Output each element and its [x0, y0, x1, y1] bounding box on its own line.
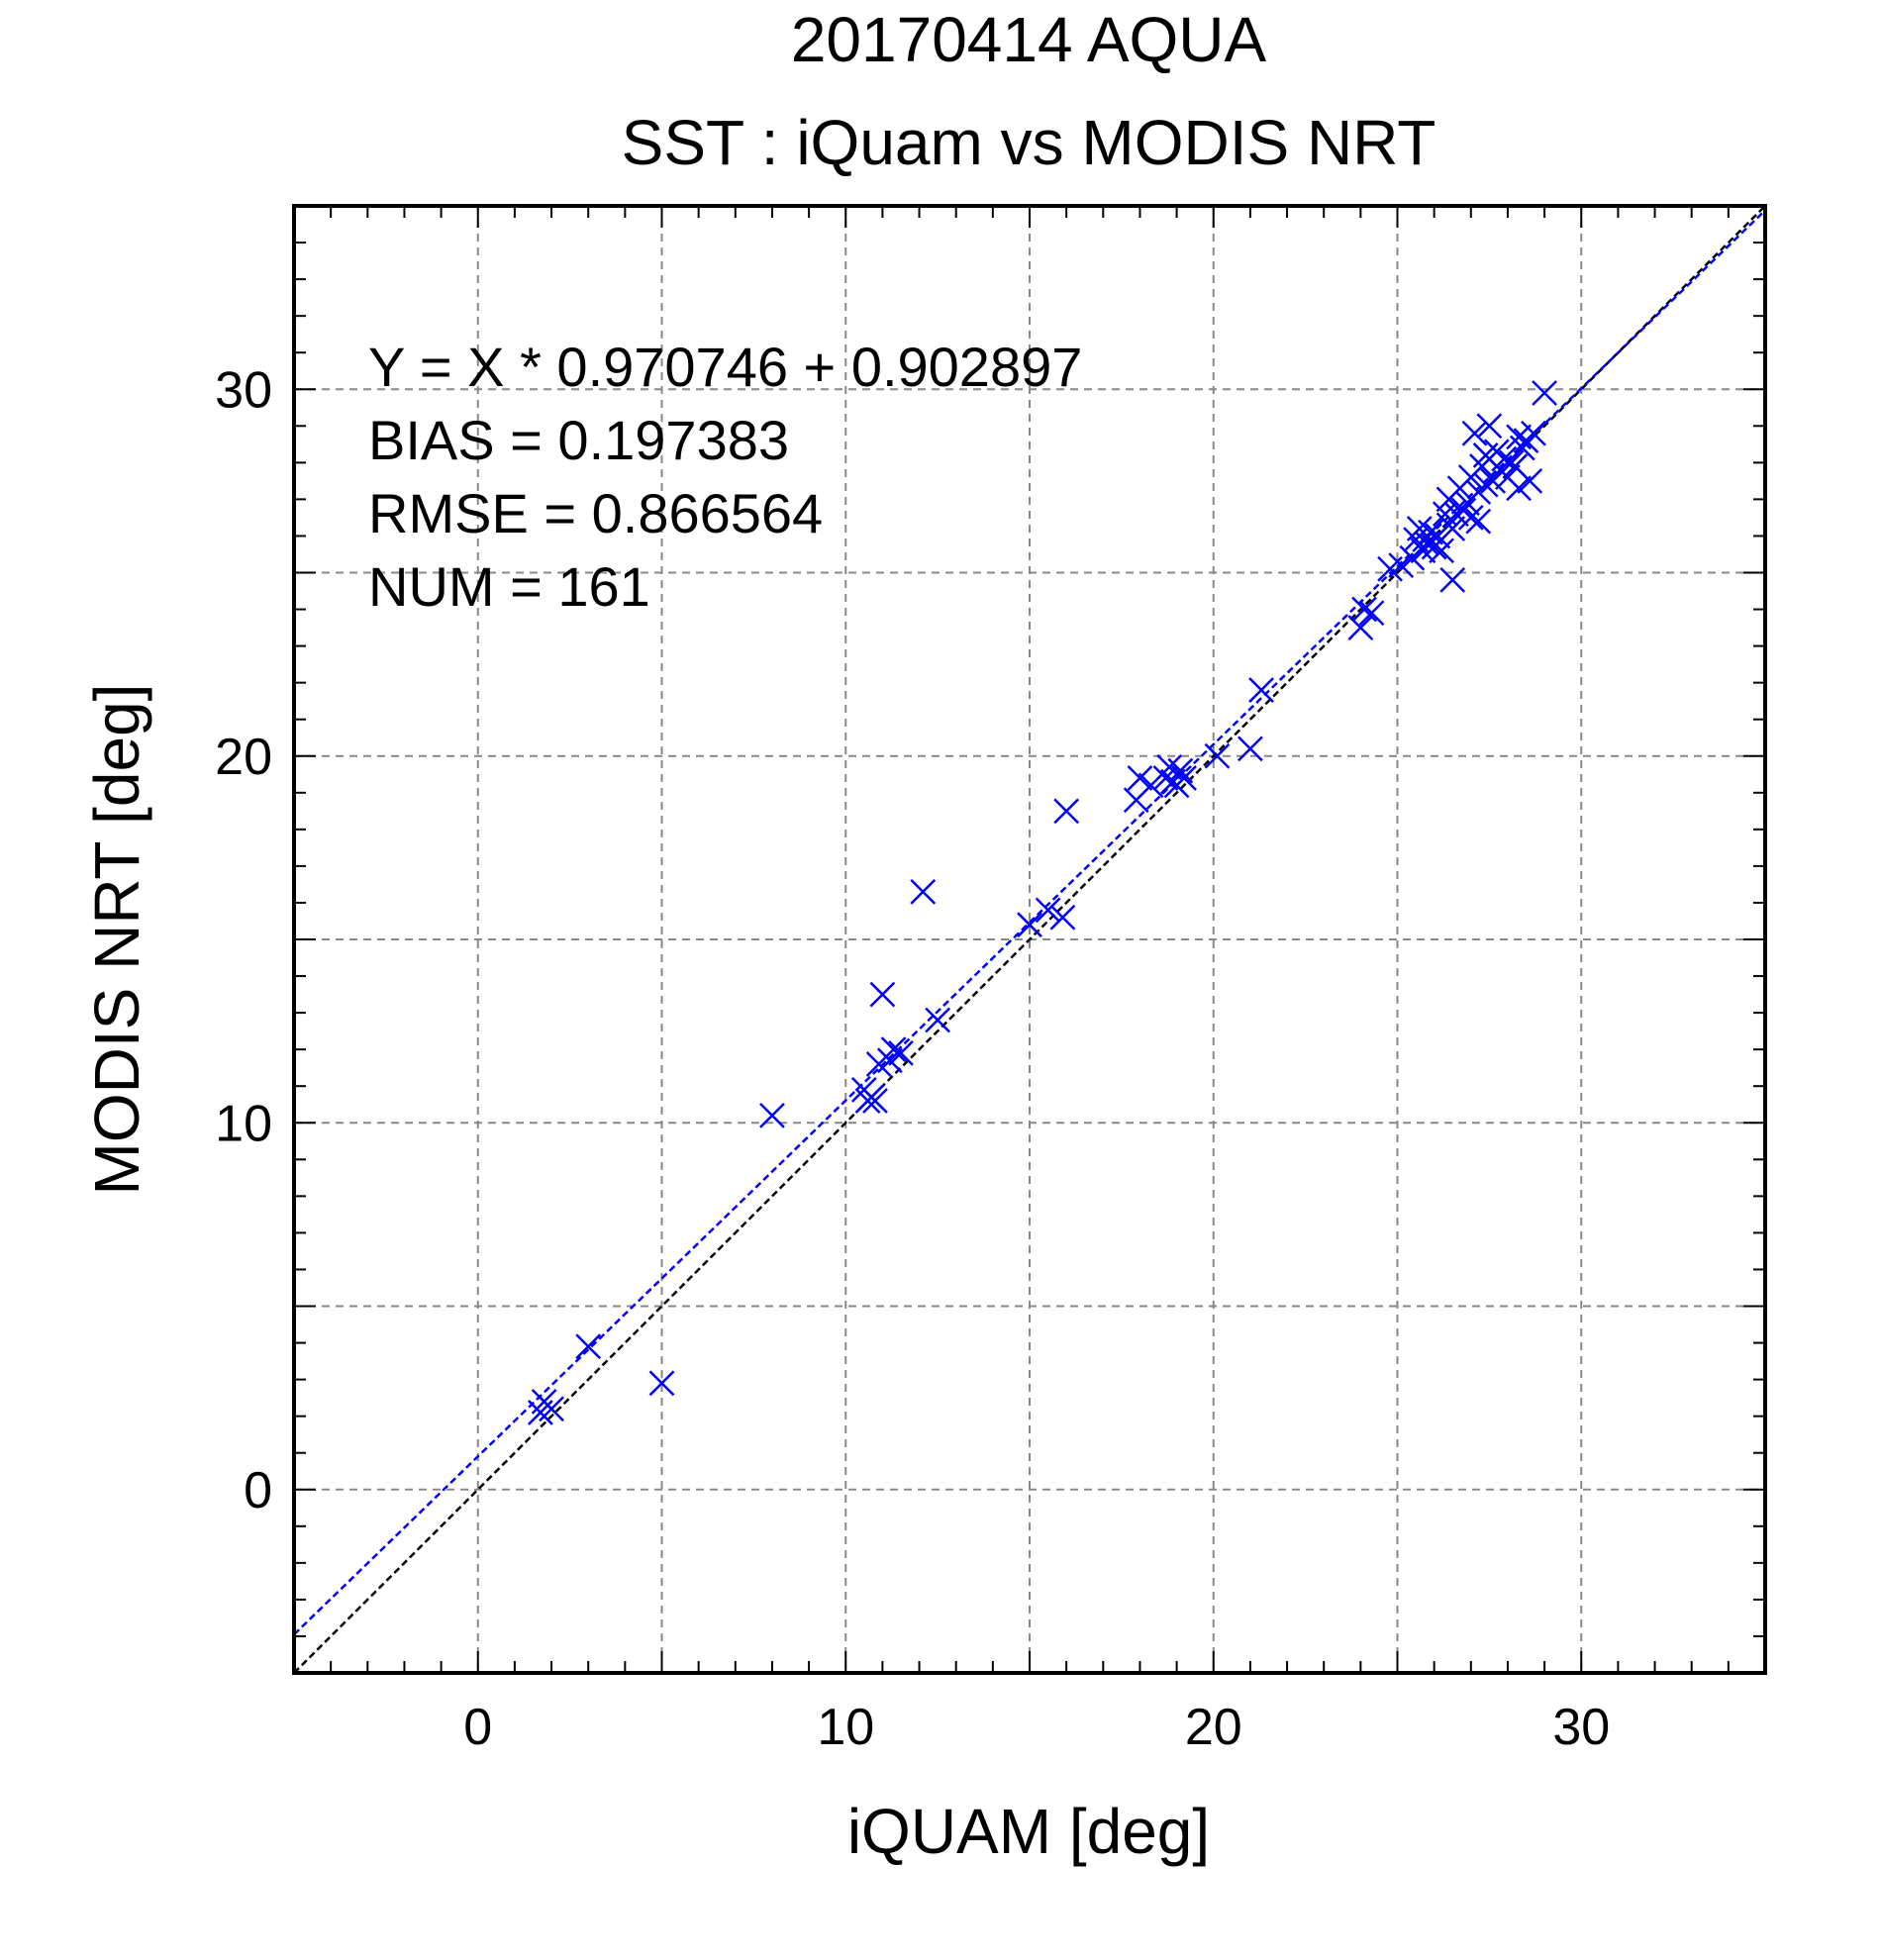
- x-tick-label: 0: [463, 1699, 492, 1756]
- data-point: [1358, 600, 1385, 627]
- data-point: [1035, 897, 1061, 924]
- plot-frame: [292, 204, 1767, 1675]
- data-point: [759, 1102, 785, 1128]
- data-point: [648, 1370, 675, 1397]
- data-point: [1532, 380, 1557, 406]
- data-point: [888, 1039, 914, 1066]
- data-point: [1049, 904, 1076, 931]
- data-point: [1465, 508, 1492, 535]
- data-point: [1053, 798, 1080, 825]
- stats-annotation: Y = X * 0.970746 + 0.902897 BIAS = 0.197…: [368, 336, 1082, 618]
- stats-rmse: RMSE = 0.866564: [368, 482, 823, 544]
- data-point: [1476, 413, 1503, 440]
- data-point: [1388, 552, 1415, 578]
- y-tick-label: 10: [215, 1095, 272, 1152]
- stats-regression: Y = X * 0.970746 + 0.902897: [368, 336, 1082, 398]
- data-point: [1204, 742, 1231, 769]
- data-point: [539, 1396, 564, 1422]
- data-point: [910, 878, 937, 905]
- data-point: [869, 981, 896, 1008]
- identity-line: [293, 205, 1766, 1674]
- data-point: [575, 1333, 602, 1360]
- chart-title: 20170414 AQUA: [791, 4, 1267, 75]
- data-point: [1429, 538, 1454, 564]
- data-point: [1347, 615, 1374, 640]
- data-point: [1238, 735, 1263, 762]
- data-point: [1506, 475, 1532, 502]
- data-point: [1351, 596, 1377, 623]
- data-point: [1127, 765, 1153, 791]
- x-axis-label: iQUAM [deg]: [847, 1796, 1210, 1867]
- x-tick-label: 20: [1185, 1699, 1242, 1756]
- data-point: [862, 1088, 888, 1114]
- y-axis-label: MODIS NRT [deg]: [81, 684, 152, 1196]
- data-point: [1517, 467, 1543, 494]
- y-tick-label: 20: [215, 729, 272, 786]
- y-tick-label: 0: [244, 1462, 272, 1519]
- data-point: [1461, 420, 1488, 446]
- stats-bias: BIAS = 0.197383: [368, 409, 789, 471]
- data-point: [1248, 677, 1274, 703]
- stats-count: NUM = 161: [368, 555, 650, 618]
- data-point: [925, 1007, 951, 1033]
- data-point: [1521, 420, 1546, 446]
- data-points: [528, 380, 1557, 1425]
- data-point: [1457, 505, 1484, 531]
- data-point: [1017, 912, 1042, 938]
- data-point: [1171, 765, 1197, 791]
- chart-subtitle: SST : iQuam vs MODIS NRT: [622, 107, 1436, 178]
- data-point: [1418, 519, 1443, 545]
- x-tick-label: 30: [1552, 1699, 1610, 1756]
- y-tick-label: 30: [215, 361, 272, 419]
- data-point: [1439, 516, 1466, 541]
- data-point: [1439, 567, 1466, 593]
- data-point: [1167, 757, 1194, 784]
- tick-labels: 0 10 20 30 0 10 20 30: [215, 361, 1610, 1756]
- x-tick-label: 10: [817, 1699, 874, 1756]
- data-point: [1509, 435, 1535, 461]
- data-point: [880, 1036, 907, 1063]
